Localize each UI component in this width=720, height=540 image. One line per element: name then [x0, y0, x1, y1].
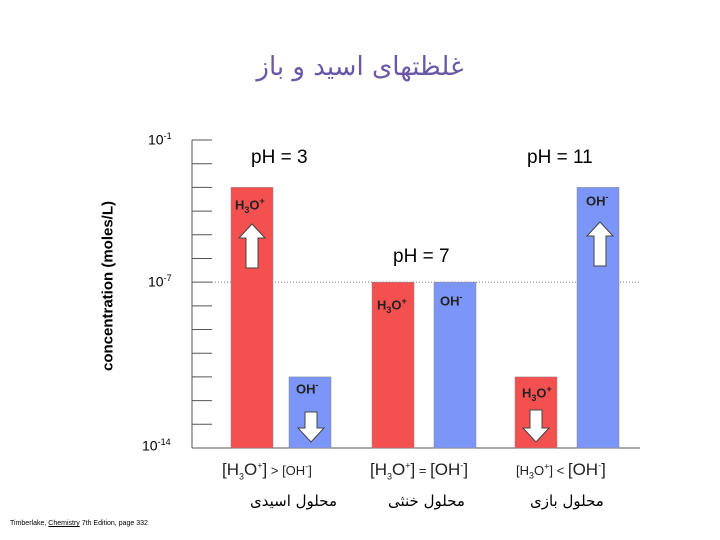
comparison-basic: [H3O+] < [OH-] — [516, 460, 606, 481]
bar-label-oh-basic: OH- — [586, 192, 609, 209]
y-tick-label-top: 10-1 — [148, 131, 172, 148]
ph-label-neutral: pH = 7 — [393, 246, 450, 267]
comparison-acidic: [H3O+] > [OH-] — [222, 460, 312, 482]
solution-label-basic: محلول بازی — [530, 492, 604, 510]
up-arrow-icon — [237, 223, 267, 269]
down-arrow-icon — [521, 409, 551, 443]
solution-label-neutral: محلول خنثی — [388, 492, 465, 510]
bar-label-h3o-basic: H3O+ — [522, 384, 552, 403]
bar-label-oh-neutral: OH- — [440, 292, 463, 309]
comparison-neutral: [H3O+] = [OH-] — [370, 460, 469, 482]
citation: Timberlake, Chemistry 7th Edition, page … — [10, 520, 148, 527]
solution-label-acidic: محلول اسیدی — [250, 492, 337, 510]
bar-label-h3o-neutral: H3O+ — [377, 296, 407, 315]
ph-label-basic: pH = 11 — [527, 147, 593, 168]
bar-label-oh-acidic: OH- — [296, 380, 319, 397]
bar-label-h3o-acidic: H3O+ — [235, 196, 265, 215]
bar-h3o-group-2 — [371, 281, 415, 449]
down-arrow-icon — [296, 411, 326, 443]
up-arrow-icon — [585, 221, 615, 267]
bar-oh-group-2 — [433, 281, 477, 449]
chart-title: غلظتهای اسید و باز — [256, 52, 464, 82]
y-tick-label-bottom: 10-14 — [142, 437, 171, 454]
ph-label-acidic: pH = 3 — [251, 147, 308, 168]
y-tick-label-middle: 10-7 — [148, 273, 172, 290]
